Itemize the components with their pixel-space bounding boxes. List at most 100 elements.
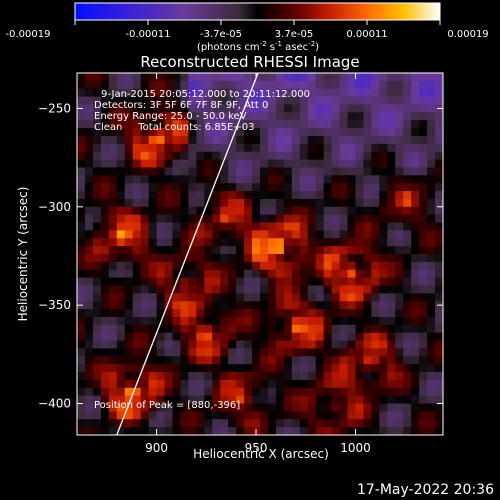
heatmap-cell — [100, 246, 110, 255]
heatmap-cell — [323, 332, 333, 342]
heatmap-cell — [339, 198, 349, 208]
heatmap-cell — [427, 427, 436, 435]
heatmap-cell — [188, 104, 197, 113]
heatmap-cell — [435, 309, 443, 318]
heatmap-cell — [196, 151, 205, 161]
heatmap-cell — [427, 88, 436, 98]
heatmap-cell — [411, 364, 420, 373]
heatmap-cell — [283, 80, 293, 90]
heatmap-cell — [220, 167, 229, 176]
heatmap-cell — [212, 88, 221, 98]
heatmap-cell — [140, 316, 150, 326]
heatmap-cell — [140, 183, 150, 192]
heatmap-cell — [260, 112, 269, 121]
heatmap-cell — [236, 403, 245, 412]
heatmap-cell — [92, 222, 102, 231]
heatmap-cell — [275, 316, 285, 326]
heatmap-cell — [244, 340, 253, 350]
heatmap-cell — [323, 387, 333, 397]
heatmap-cell — [387, 340, 396, 350]
heatmap-cell — [124, 395, 134, 405]
heatmap-cell — [419, 206, 428, 216]
heatmap-cell — [291, 285, 301, 294]
heatmap-cell — [323, 73, 333, 82]
heatmap-cell — [387, 135, 396, 145]
heatmap-cell — [315, 277, 325, 287]
heatmap-cell — [124, 238, 134, 247]
heatmap-cell — [156, 277, 166, 287]
heatmap-cell — [427, 364, 436, 373]
heatmap-cell — [188, 112, 197, 121]
heatmap-cell — [379, 80, 388, 90]
heatmap-cell — [339, 175, 349, 184]
heatmap-cell — [100, 167, 110, 176]
heatmap-cell — [379, 372, 388, 381]
heatmap-cell — [132, 395, 142, 405]
heatmap-cell — [291, 88, 301, 98]
heatmap-cell — [92, 301, 102, 310]
heatmap-cell — [427, 277, 436, 287]
heatmap-cell — [387, 277, 396, 287]
heatmap-cell — [244, 364, 253, 373]
heatmap-cell — [204, 254, 213, 263]
heatmap-cell — [371, 285, 380, 294]
heatmap-cell — [331, 261, 341, 271]
heatmap-cell — [132, 285, 142, 294]
heatmap-cell — [212, 198, 221, 208]
heatmap-cell — [236, 151, 245, 161]
heatmap-cell — [363, 80, 372, 90]
heatmap-cell — [77, 222, 86, 231]
heatmap-cell — [395, 395, 404, 405]
heatmap-cell — [291, 332, 301, 342]
heatmap-cell — [387, 293, 396, 302]
heatmap-cell — [84, 411, 94, 420]
heatmap-cell — [116, 128, 126, 137]
heatmap-cell — [267, 403, 277, 412]
heatmap-cell — [427, 183, 436, 192]
heatmap-cell — [307, 372, 317, 381]
heatmap-cell — [164, 403, 174, 412]
heatmap-cell — [435, 403, 443, 412]
heatmap-cell — [156, 167, 166, 176]
heatmap-cell — [244, 230, 253, 239]
heatmap-cell — [244, 387, 253, 397]
heatmap-cell — [363, 277, 372, 287]
heatmap-cell — [339, 112, 349, 121]
heatmap-cell — [260, 285, 269, 294]
heatmap-cell — [220, 135, 229, 145]
heatmap-cell — [252, 120, 261, 129]
heatmap-cell — [124, 285, 134, 294]
heatmap-cell — [427, 403, 436, 412]
heatmap-cell — [196, 222, 205, 231]
heatmap-cell — [260, 151, 269, 161]
heatmap-cell — [363, 285, 372, 294]
heatmap-cell — [164, 206, 174, 216]
heatmap-cell — [331, 183, 341, 192]
heatmap-cell — [116, 143, 126, 153]
heatmap-cell — [387, 120, 396, 129]
heatmap-cell — [252, 159, 261, 169]
heatmap-cell — [244, 143, 253, 153]
heatmap-cell — [260, 167, 269, 176]
heatmap-cell — [411, 167, 420, 176]
heatmap-cell — [355, 120, 365, 129]
heatmap-cell — [411, 293, 420, 302]
heatmap-cell — [307, 395, 317, 405]
heatmap-cell — [172, 104, 182, 113]
heatmap-cell — [172, 214, 182, 224]
heatmap-cell — [77, 269, 86, 279]
heatmap-cell — [84, 151, 94, 161]
heatmap-cell — [363, 159, 372, 169]
heatmap-cell — [347, 285, 357, 294]
heatmap-cell — [331, 112, 341, 121]
heatmap-cell — [148, 309, 158, 318]
heatmap-cell — [188, 183, 197, 192]
heatmap-cell — [307, 301, 317, 310]
heatmap-cell — [291, 135, 301, 145]
heatmap-cell — [395, 73, 404, 82]
heatmap-cell — [275, 411, 285, 420]
heatmap-cell — [267, 183, 277, 192]
heatmap-cell — [180, 356, 189, 365]
heatmap-cell — [84, 348, 94, 357]
heatmap-cell — [132, 356, 142, 365]
